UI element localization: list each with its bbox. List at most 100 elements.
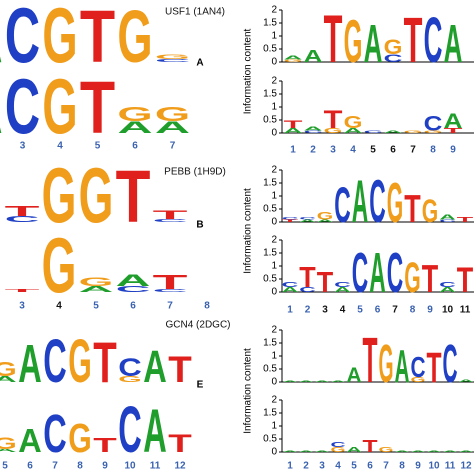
position-label: 5 — [2, 461, 8, 472]
logo-letter: A — [330, 380, 345, 382]
logo-letter: G — [0, 152, 2, 239]
logo-letter: G — [117, 0, 152, 78]
logo-letter: G — [117, 103, 152, 126]
logo-letter: A — [384, 130, 403, 134]
logo-letter: C — [43, 403, 67, 463]
position-label: 12 — [460, 461, 472, 472]
position-label: 5 — [351, 461, 357, 472]
position-label: 3 — [319, 461, 325, 472]
position-label: 6 — [390, 145, 396, 156]
logo-letter: T — [404, 187, 420, 231]
logo-letter: C — [5, 215, 40, 224]
logo-letter: C — [352, 241, 368, 305]
logo-letter: A — [346, 363, 361, 387]
logo-letter: G — [410, 376, 425, 384]
logo-letter: A — [458, 379, 473, 383]
logo-letter: T — [284, 118, 303, 130]
logo-letter: G — [68, 415, 92, 461]
position-label: 8 — [410, 305, 416, 316]
logo-letter: C — [282, 280, 298, 288]
position-label: 4 — [57, 141, 63, 152]
logo-letter: G — [330, 446, 345, 454]
logo-letter: G — [42, 152, 77, 239]
logo-letter: A — [364, 13, 383, 73]
logo-letter: T — [404, 4, 423, 76]
logo-letter: G — [344, 7, 363, 75]
position-label: 8 — [77, 461, 83, 472]
logo-letter: T — [153, 208, 188, 222]
position-label: 4 — [56, 301, 62, 312]
logo-letter: G — [0, 358, 17, 381]
position-label: 3 — [322, 305, 328, 316]
y-tick-label: 1 — [271, 191, 277, 202]
logo-letter: A — [282, 286, 298, 294]
logo-letter: C — [369, 167, 385, 235]
logo-letter: T — [5, 288, 40, 293]
logo-letter: G — [284, 59, 303, 63]
logo-letter: G — [324, 127, 343, 135]
position-label: 4 — [350, 145, 356, 156]
logo-letter: A — [444, 13, 463, 73]
position-label: 7 — [170, 141, 176, 152]
logo-letter: A — [334, 286, 350, 294]
logo-letter: A — [0, 0, 3, 79]
logo-letter: A — [426, 450, 441, 452]
y-tick-label: 1.5 — [263, 89, 277, 100]
logo-letter: C — [282, 216, 298, 220]
position-label: 5 — [93, 301, 99, 312]
logo-letter: T — [116, 155, 151, 238]
logo-letter: A — [284, 55, 303, 61]
position-label: 2 — [303, 461, 309, 472]
position-label: 6 — [27, 461, 33, 472]
position-label: 3 — [20, 141, 26, 152]
logo-letter: A — [298, 380, 313, 382]
logo-letter: A — [314, 380, 329, 382]
logo-letter: A — [0, 448, 17, 453]
position-label: 4 — [340, 305, 346, 316]
logo-letter: C — [5, 0, 40, 79]
logo-letter: A — [155, 118, 190, 136]
y-tick-label: 1 — [271, 261, 277, 272]
logo-letter: G — [79, 152, 114, 239]
logo-letter: A — [143, 396, 167, 465]
logo-letter: C — [299, 286, 315, 294]
panel-title: GCN4 (2DGC) — [165, 320, 230, 331]
position-label: 1 — [287, 305, 293, 316]
logo-letter: T — [324, 106, 343, 134]
logo-letter: A — [0, 66, 3, 149]
logo-letter: C — [334, 177, 350, 233]
y-tick-label: 0.5 — [263, 434, 277, 445]
logo-letter: A — [284, 127, 303, 135]
y-tick-label: 0.5 — [263, 115, 277, 126]
logo-letter: A — [442, 450, 457, 452]
logo-letter: T — [422, 257, 438, 301]
y-tick-label: 2 — [271, 325, 277, 336]
logo-letter: A — [344, 127, 363, 135]
y-tick-label: 1.5 — [263, 248, 277, 259]
logo-letter: G — [422, 193, 438, 229]
logo-letter: G — [404, 254, 420, 302]
logo-letter: C — [410, 351, 425, 383]
logo-letter: G — [404, 130, 423, 134]
logo-letter: G — [0, 222, 2, 309]
logo-letter: A — [0, 375, 17, 384]
position-label: 7 — [392, 305, 398, 316]
logo-letter: G — [118, 375, 142, 384]
logo-letter: A — [298, 450, 313, 452]
position-label: 6 — [367, 461, 373, 472]
position-label: 8 — [399, 461, 405, 472]
y-tick-label: 2 — [271, 395, 277, 406]
logo-letter: A — [18, 333, 42, 393]
logo-letter: G — [68, 326, 92, 395]
logo-letter: G — [0, 434, 17, 452]
logo-letter: C — [439, 280, 455, 288]
position-label: 9 — [102, 461, 108, 472]
logo-letter: G — [378, 333, 393, 393]
logo-letter: C — [384, 53, 403, 65]
y-tick-label: 1 — [271, 31, 277, 42]
logo-letter: T — [457, 216, 473, 224]
logo-letter: T — [362, 324, 377, 396]
logo-letter: G — [378, 446, 393, 454]
position-label: 11 — [445, 461, 456, 472]
